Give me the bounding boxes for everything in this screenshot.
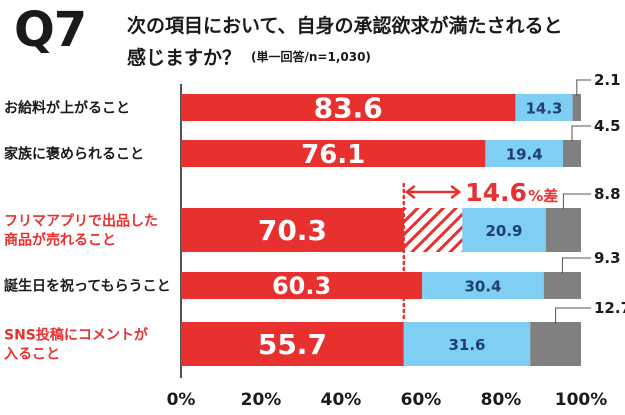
category-label: お給料が上がること bbox=[4, 100, 130, 117]
sample-note: (単一回答/n=1,030) bbox=[251, 50, 371, 64]
data-label: 31.6 bbox=[448, 336, 485, 354]
data-label: 70.3 bbox=[258, 214, 327, 247]
data-label: 2.1 bbox=[594, 71, 621, 89]
x-tick-label: 40% bbox=[321, 390, 362, 410]
data-label: 76.1 bbox=[301, 140, 365, 170]
bar-segment bbox=[181, 322, 404, 366]
data-label: 14.3 bbox=[525, 100, 562, 118]
question-title-line2: 感じますか？ bbox=[127, 47, 242, 69]
leader-line bbox=[562, 193, 591, 210]
bar-segment bbox=[462, 208, 546, 252]
x-tick-label: 60% bbox=[401, 390, 442, 410]
category-label: フリマアプリで出品した bbox=[4, 213, 158, 230]
data-label: 9.3 bbox=[594, 249, 621, 267]
leader-line bbox=[555, 307, 591, 324]
bar-segment bbox=[530, 322, 581, 366]
data-label: 55.7 bbox=[258, 328, 327, 361]
bar-segment bbox=[543, 272, 581, 299]
data-label: 8.8 bbox=[594, 185, 621, 203]
difference-value: 14.6 bbox=[465, 178, 527, 207]
question-number: Q7 bbox=[14, 2, 87, 58]
bar-segment bbox=[181, 272, 423, 299]
category-label: 商品が売れること bbox=[4, 232, 116, 249]
leader-line bbox=[561, 257, 591, 274]
data-label: 4.5 bbox=[594, 117, 621, 135]
leader-line bbox=[571, 125, 591, 142]
x-tick-label: 0% bbox=[167, 390, 196, 410]
bar-segment bbox=[403, 322, 531, 366]
data-label: 20.9 bbox=[485, 222, 522, 240]
category-label: SNS投稿にコメントが bbox=[4, 327, 149, 344]
bar-segment bbox=[572, 94, 581, 121]
bar-segment bbox=[545, 208, 581, 252]
x-tick-label: 20% bbox=[241, 390, 282, 410]
category-label: 誕生日を祝ってもらうこと bbox=[4, 278, 171, 295]
data-label: 12.7 bbox=[594, 299, 625, 317]
difference-arrow-head-left bbox=[404, 185, 416, 199]
question-title-line1: 次の項目において、自身の承認欲求が満たされると bbox=[127, 15, 563, 37]
difference-suffix: %差 bbox=[528, 187, 558, 205]
data-label: 19.4 bbox=[506, 146, 543, 164]
data-label: 30.4 bbox=[464, 278, 501, 296]
difference-arrow-head-right bbox=[450, 185, 462, 199]
x-tick-label: 80% bbox=[481, 390, 522, 410]
bar-segment bbox=[515, 94, 573, 121]
bar-segment bbox=[181, 94, 516, 121]
category-label: 家族に褒められること bbox=[4, 146, 144, 163]
bar-segment bbox=[485, 140, 563, 167]
category-label: 入ること bbox=[4, 347, 60, 363]
x-tick-label: 100% bbox=[555, 390, 608, 410]
bar-segment bbox=[422, 272, 544, 299]
data-label: 60.3 bbox=[272, 272, 331, 300]
bar-segment bbox=[181, 140, 486, 167]
data-label: 83.6 bbox=[314, 92, 383, 125]
difference-hatch bbox=[403, 208, 463, 252]
bar-segment bbox=[563, 140, 581, 167]
leader-line bbox=[576, 79, 591, 96]
